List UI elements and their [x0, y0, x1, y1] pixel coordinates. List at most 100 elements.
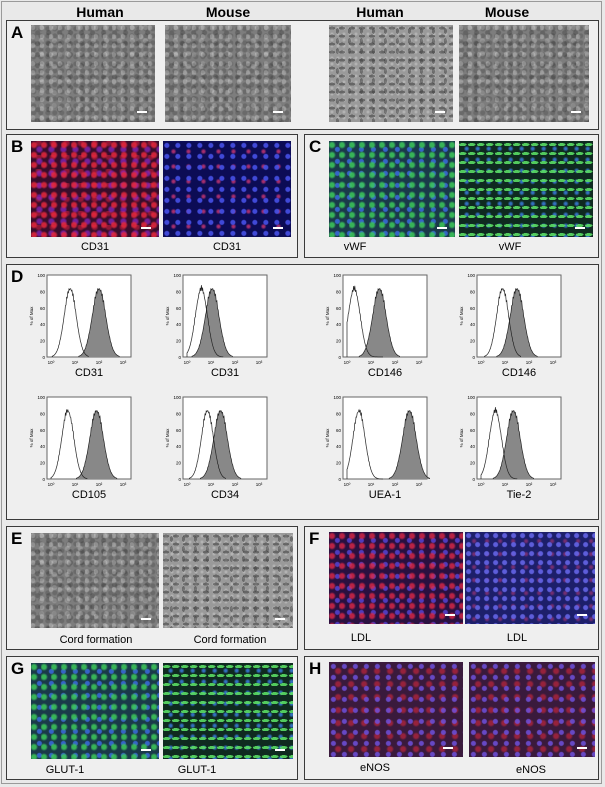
- control-histogram: [484, 287, 521, 357]
- x-tick-label: 10¹: [72, 360, 79, 365]
- y-tick-label: 20: [470, 339, 476, 344]
- enos-stain-human: [329, 662, 463, 757]
- scale-bar: [577, 747, 587, 749]
- y-tick-label: 80: [336, 289, 342, 294]
- stained-histogram: [200, 409, 242, 480]
- x-tick-label: 10²: [526, 360, 533, 365]
- scale-bar: [273, 111, 283, 113]
- panel-g-caption-1: GLUT-1: [45, 764, 85, 776]
- panel-g: G GLUT-1 GLUT-1: [6, 656, 298, 780]
- y-tick-label: 20: [336, 339, 342, 344]
- stained-histogram: [191, 287, 233, 358]
- panel-e-caption-2: Cord formation: [193, 634, 267, 646]
- x-tick-label: 10⁰: [48, 360, 55, 365]
- y-tick-label: 80: [176, 289, 182, 294]
- panel-a-label: A: [11, 23, 24, 42]
- ldl-uptake-human: [329, 532, 463, 624]
- x-tick-label: 10²: [96, 360, 103, 365]
- y-tick-label: 100: [333, 395, 341, 400]
- x-tick-label: 10²: [392, 482, 399, 487]
- x-tick-label: 10¹: [502, 482, 509, 487]
- histogram-0: 100 80 60 40 20 0 % of Max 10⁰ 10¹ 10² 10³ CD31: [29, 271, 149, 394]
- y-axis-label: % of Max: [325, 306, 330, 326]
- y-axis-label: % of Max: [29, 306, 34, 326]
- y-tick-label: 60: [40, 306, 46, 311]
- y-tick-label: 100: [333, 273, 341, 278]
- y-tick-label: 0: [178, 477, 181, 482]
- panel-h-label: H: [309, 659, 322, 678]
- header-human-1: Human: [76, 4, 124, 20]
- y-tick-label: 60: [470, 428, 476, 433]
- x-tick-label: 10³: [416, 482, 423, 487]
- x-tick-label: 10³: [120, 482, 127, 487]
- phase-contrast-human-2: [329, 25, 453, 122]
- x-tick-label: 10¹: [208, 360, 215, 365]
- stained-histogram: [76, 409, 118, 480]
- panel-f-caption-2: LDL: [506, 632, 528, 644]
- x-tick-label: 10⁰: [478, 360, 485, 365]
- y-tick-label: 100: [37, 395, 45, 400]
- control-histogram: [51, 287, 89, 357]
- y-tick-label: 0: [472, 477, 475, 482]
- histogram-caption: CD105: [71, 489, 107, 501]
- y-tick-label: 100: [173, 273, 181, 278]
- x-tick-label: 10¹: [208, 482, 215, 487]
- panel-d-label: D: [11, 267, 24, 286]
- vwf-stain-human: [329, 141, 455, 237]
- control-histogram: [346, 408, 383, 480]
- enos-stain-mouse: [469, 662, 595, 757]
- x-tick-label: 10²: [232, 482, 239, 487]
- y-tick-label: 80: [176, 411, 182, 416]
- stained-histogram: [78, 287, 120, 358]
- x-tick-label: 10⁰: [184, 482, 191, 487]
- x-tick-label: 10³: [256, 482, 263, 487]
- panel-d: D 100 80 60 40 20 0% of Max 10⁰ 10¹ 10² 10³ CD31 10…: [6, 264, 599, 520]
- y-tick-label: 60: [336, 428, 342, 433]
- panel-c-caption-1: vWF: [343, 241, 367, 253]
- panel-f: F LDL LDL: [304, 526, 599, 650]
- header-human-2: Human: [356, 4, 404, 20]
- x-tick-label: 10⁰: [48, 482, 55, 487]
- panel-c: C vWF vWF: [304, 134, 599, 258]
- y-tick-label: 80: [40, 411, 46, 416]
- x-tick-label: 10³: [416, 360, 423, 365]
- histogram-2: 100 80 60 40 20 0 % of Max 10⁰ 10¹ 10² 10³ CD146: [325, 271, 445, 394]
- panel-f-label: F: [309, 529, 320, 548]
- panel-h: H eNOS eNOS: [304, 656, 599, 780]
- histogram-6: 100 80 60 40 20 0 % of Max 10⁰ 10¹ 10² 10³ UEA-1: [325, 393, 445, 516]
- panel-h-caption-1: eNOS: [360, 762, 390, 774]
- histogram-caption: UEA-1: [368, 489, 402, 501]
- y-tick-label: 40: [336, 322, 342, 327]
- histogram-caption: CD34: [210, 489, 240, 501]
- x-tick-label: 10³: [256, 360, 263, 365]
- y-tick-label: 20: [176, 461, 182, 466]
- histogram-caption: Tie-2: [506, 489, 532, 501]
- y-tick-label: 80: [470, 289, 476, 294]
- scale-bar: [275, 618, 285, 620]
- header-mouse-2: Mouse: [484, 4, 530, 20]
- scale-bar: [443, 747, 453, 749]
- histogram-caption: CD146: [367, 367, 403, 379]
- vwf-stain-mouse: [459, 141, 593, 237]
- cd31-stain-human: [31, 141, 159, 237]
- y-tick-label: 60: [470, 306, 476, 311]
- x-tick-label: 10⁰: [344, 482, 351, 487]
- y-tick-label: 20: [40, 339, 46, 344]
- y-tick-label: 40: [176, 444, 182, 449]
- cord-formation-human: [31, 533, 159, 628]
- y-axis-label: % of Max: [29, 428, 34, 448]
- panel-h-caption-2: eNOS: [516, 764, 546, 776]
- stained-histogram: [358, 287, 400, 358]
- y-tick-label: 60: [336, 306, 342, 311]
- y-axis-label: % of Max: [459, 306, 464, 326]
- y-tick-label: 0: [338, 355, 341, 360]
- control-histogram: [186, 285, 224, 358]
- control-histogram: [480, 407, 518, 480]
- panel-f-caption-1: LDL: [350, 632, 372, 644]
- y-tick-label: 0: [338, 477, 341, 482]
- scale-bar: [141, 618, 151, 620]
- y-tick-label: 100: [467, 395, 475, 400]
- y-tick-label: 60: [176, 306, 182, 311]
- histogram-4: 100 80 60 40 20 0 % of Max 10⁰ 10¹ 10² 10³ CD105: [29, 393, 149, 516]
- phase-contrast-human-1: [31, 25, 155, 122]
